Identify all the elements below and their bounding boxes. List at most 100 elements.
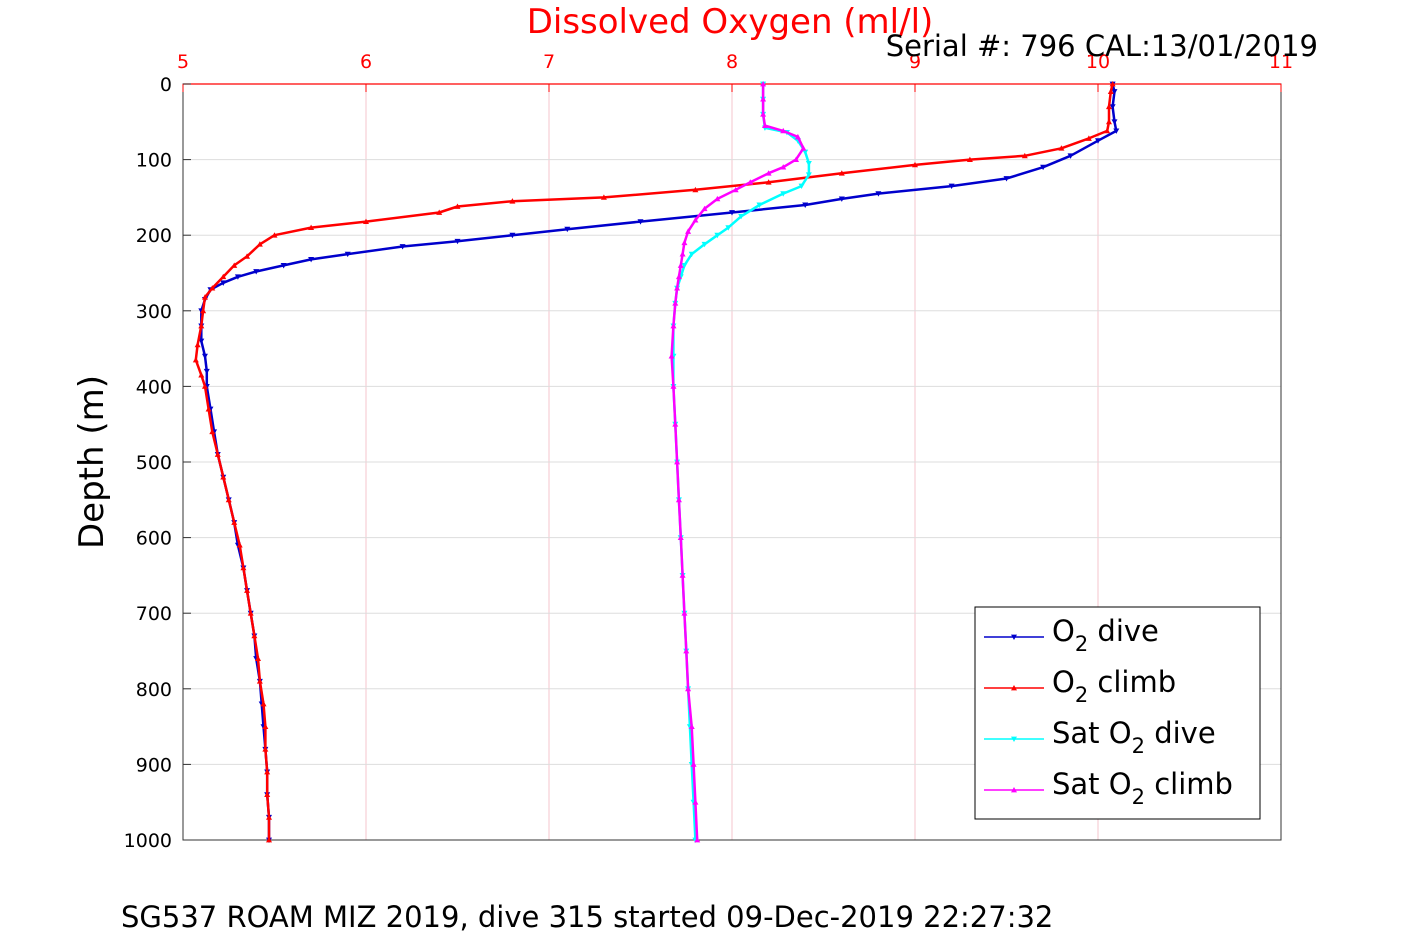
data-point [203, 368, 210, 375]
data-point [679, 251, 686, 257]
data-point [780, 127, 787, 134]
data-point [266, 814, 273, 820]
data-point [681, 263, 688, 269]
data-point [668, 353, 675, 359]
data-point [670, 383, 677, 389]
data-point [677, 534, 684, 540]
data-point [220, 280, 227, 286]
data-point [256, 678, 263, 684]
y-tick-label: 800 [136, 679, 172, 701]
data-point [247, 610, 254, 616]
data-point [875, 191, 882, 197]
data-point [1111, 119, 1118, 125]
data-point [760, 96, 767, 102]
data-point [674, 459, 681, 465]
data-point [701, 241, 708, 248]
x-tick-label: 5 [177, 51, 189, 73]
data-point [260, 700, 267, 707]
data-point [363, 218, 369, 224]
data-point [672, 300, 679, 306]
data-point [725, 225, 732, 231]
data-point [675, 273, 682, 280]
data-point [200, 307, 207, 314]
legend-entries: O2 dive O2 climb Sat O2 dive Sat O2 climb [984, 614, 1233, 809]
legend-entry: O2 climb [984, 665, 1176, 707]
data-point [672, 421, 679, 427]
data-point [701, 205, 708, 212]
data-point [690, 761, 697, 767]
data-point [308, 224, 315, 231]
data-point [253, 269, 260, 275]
series-sat-o2-climb [668, 81, 807, 843]
legend-label: O2 dive [1052, 614, 1159, 656]
data-point [1003, 176, 1010, 182]
chart-title: Dissolved Oxygen (ml/l) [527, 2, 934, 42]
footer-caption: SG537 ROAM MIZ 2019, dive 315 started 09… [121, 900, 1053, 934]
data-point [255, 655, 262, 661]
data-point [688, 251, 695, 258]
legend: O2 dive O2 climb Sat O2 dive Sat O2 climb [974, 606, 1261, 820]
data-point [564, 226, 571, 233]
data-point [194, 341, 201, 348]
data-point [793, 156, 800, 162]
data-point [231, 519, 238, 525]
legend-marker [1011, 736, 1017, 742]
data-point [198, 372, 205, 378]
data-point [220, 474, 227, 480]
data-point [344, 251, 351, 258]
y-tick-label: 200 [136, 225, 172, 247]
data-point [794, 133, 801, 140]
data-point [251, 632, 258, 639]
y-tick-label: 600 [136, 528, 172, 550]
data-point [677, 262, 684, 268]
data-point [262, 746, 269, 752]
data-point [1111, 89, 1118, 95]
data-point [234, 274, 241, 280]
y-axis-label: Depth (m) [72, 375, 112, 549]
data-point [220, 273, 227, 280]
data-point [692, 217, 699, 223]
data-point [1107, 88, 1114, 94]
data-point [798, 183, 805, 190]
data-point [1105, 103, 1112, 110]
data-point [685, 685, 692, 692]
data-point [694, 837, 701, 843]
data-point [692, 799, 699, 805]
data-point [1109, 104, 1116, 110]
data-point [264, 791, 271, 798]
data-point [262, 723, 269, 729]
data-point [747, 179, 754, 185]
data-point [244, 587, 251, 593]
data-point [683, 648, 690, 654]
legend-marker [1011, 685, 1017, 691]
data-point [266, 837, 273, 843]
data-point [681, 239, 688, 246]
data-point [679, 572, 686, 578]
data-point [674, 285, 681, 291]
data-point [264, 768, 271, 775]
data-point [209, 285, 216, 291]
data-point [280, 263, 287, 269]
data-point [1067, 153, 1074, 159]
data-point [761, 122, 768, 128]
legend-entry: O2 dive [984, 614, 1159, 656]
data-point [1104, 127, 1111, 134]
y-tick-label: 100 [136, 150, 172, 172]
legend-box [974, 606, 1261, 820]
data-point [760, 81, 767, 87]
data-point [1105, 118, 1112, 125]
legend-label: Sat O2 dive [1052, 716, 1216, 758]
data-point [760, 111, 767, 117]
series-layer [192, 81, 1120, 843]
data-point [948, 183, 955, 190]
data-point [838, 170, 845, 176]
x-tick-label: 11 [1269, 51, 1293, 73]
data-point [192, 356, 199, 363]
data-point [1113, 128, 1120, 134]
data-point [1040, 164, 1047, 171]
data-point [912, 161, 918, 168]
data-point [509, 198, 516, 204]
data-point [714, 232, 721, 239]
data-point [209, 428, 216, 435]
